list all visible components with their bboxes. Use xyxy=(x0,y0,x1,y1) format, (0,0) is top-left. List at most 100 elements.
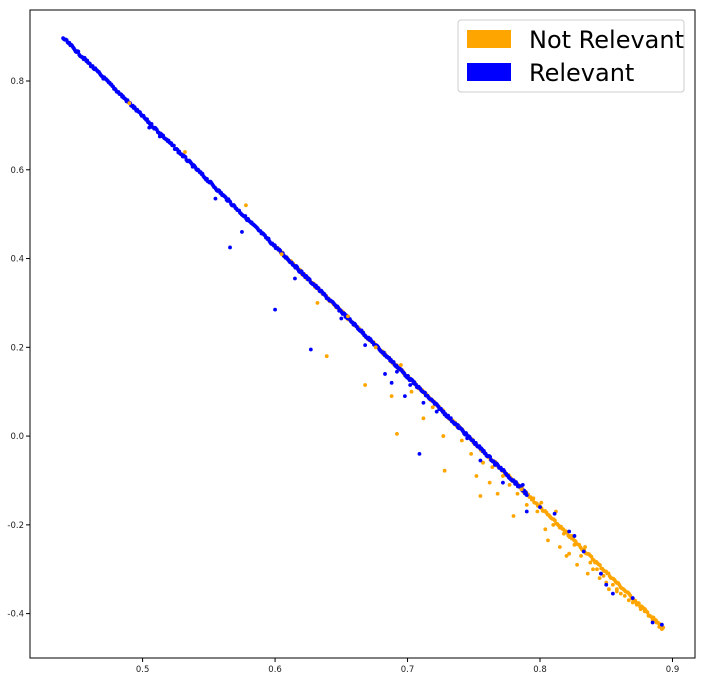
x-tick-label: 0.8 xyxy=(533,665,547,675)
point-not-relevant xyxy=(583,545,587,549)
point-relevant xyxy=(630,596,635,600)
point-not-relevant xyxy=(561,531,566,536)
point-not-relevant xyxy=(598,563,602,568)
point-not-relevant xyxy=(572,542,577,547)
point-relevant xyxy=(448,416,453,421)
point-not-relevant xyxy=(363,383,368,387)
point-relevant xyxy=(157,134,162,139)
point-not-relevant xyxy=(591,567,595,572)
point-not-relevant xyxy=(535,509,540,514)
point-relevant xyxy=(488,455,493,459)
point-not-relevant xyxy=(469,451,474,456)
point-not-relevant xyxy=(127,101,132,106)
point-relevant xyxy=(478,458,483,463)
point-relevant xyxy=(434,409,439,414)
point-relevant xyxy=(538,505,542,509)
point-not-relevant xyxy=(519,487,524,492)
point-not-relevant xyxy=(618,591,623,596)
legend-box xyxy=(457,19,685,93)
point-not-relevant xyxy=(567,551,572,556)
y-tick-label: 0.4 xyxy=(10,255,24,265)
y-tick-label: 0.6 xyxy=(10,166,24,176)
x-tick-label: 0.7 xyxy=(401,665,415,675)
point-relevant xyxy=(604,582,609,587)
point-relevant xyxy=(243,214,248,218)
point-not-relevant xyxy=(579,554,583,558)
point-not-relevant xyxy=(606,587,611,592)
point-relevant xyxy=(552,511,557,516)
point-not-relevant xyxy=(575,562,579,567)
point-not-relevant xyxy=(474,474,479,478)
point-not-relevant xyxy=(553,518,557,523)
point-not-relevant xyxy=(315,301,320,305)
point-not-relevant xyxy=(511,514,516,518)
point-relevant xyxy=(610,591,615,596)
y-tick-label: 0.2 xyxy=(10,343,24,353)
point-relevant xyxy=(506,474,511,478)
point-relevant xyxy=(650,620,655,625)
point-not-relevant xyxy=(551,522,556,527)
point-not-relevant xyxy=(659,627,664,632)
point-not-relevant xyxy=(515,491,520,496)
legend: Not Relevant Relevant xyxy=(457,19,685,93)
point-not-relevant xyxy=(524,502,529,507)
point-not-relevant xyxy=(601,573,606,578)
point-relevant xyxy=(76,49,81,54)
plot-frame xyxy=(29,9,696,659)
point-not-relevant xyxy=(630,600,635,605)
point-not-relevant xyxy=(569,534,574,538)
y-axis: -0.4 -0.2 0.0 0.2 0.4 0.6 0.8 xyxy=(7,77,30,620)
legend-swatch-relevant xyxy=(467,63,511,81)
point-relevant xyxy=(149,121,154,126)
x-tick-label: 0.9 xyxy=(666,665,680,675)
point-not-relevant xyxy=(564,554,569,558)
point-not-relevant xyxy=(421,416,426,421)
point-not-relevant xyxy=(622,593,627,598)
point-relevant xyxy=(145,117,149,122)
point-not-relevant xyxy=(539,500,544,505)
point-not-relevant xyxy=(507,483,512,487)
point-relevant xyxy=(421,400,426,405)
x-tick-label: 0.5 xyxy=(136,665,150,675)
point-relevant xyxy=(249,221,254,225)
point-relevant xyxy=(363,343,368,347)
point-relevant xyxy=(171,143,176,148)
point-relevant xyxy=(581,549,586,554)
point-not-relevant xyxy=(395,431,399,436)
point-not-relevant xyxy=(183,150,187,154)
point-not-relevant xyxy=(441,434,446,438)
point-relevant xyxy=(524,493,529,498)
point-relevant xyxy=(417,451,422,456)
point-relevant xyxy=(308,347,313,352)
point-relevant xyxy=(228,245,232,250)
point-relevant xyxy=(501,480,505,485)
point-not-relevant xyxy=(588,560,593,565)
point-not-relevant xyxy=(614,587,619,592)
point-not-relevant xyxy=(610,582,615,587)
point-not-relevant xyxy=(634,602,639,607)
point-relevant xyxy=(406,374,410,378)
point-relevant xyxy=(572,534,577,538)
legend-label-relevant: Relevant xyxy=(529,59,634,87)
point-relevant xyxy=(383,372,387,376)
x-axis: 0.5 0.6 0.7 0.8 0.9 xyxy=(136,658,679,675)
point-not-relevant xyxy=(657,625,662,629)
point-relevant xyxy=(395,369,399,374)
point-not-relevant xyxy=(546,538,550,543)
point-relevant xyxy=(524,509,529,514)
point-relevant xyxy=(493,463,497,467)
point-relevant xyxy=(408,383,413,387)
point-relevant xyxy=(272,243,277,248)
point-relevant xyxy=(293,276,297,281)
y-tick-label: 0.8 xyxy=(10,77,24,87)
point-not-relevant xyxy=(595,567,599,572)
point-not-relevant xyxy=(346,314,350,319)
data-points xyxy=(61,36,666,632)
point-not-relevant xyxy=(654,620,659,625)
point-not-relevant xyxy=(557,545,562,549)
y-tick-label: -0.2 xyxy=(7,521,24,531)
point-relevant xyxy=(147,125,152,130)
point-not-relevant xyxy=(646,613,651,618)
point-relevant xyxy=(520,483,525,487)
